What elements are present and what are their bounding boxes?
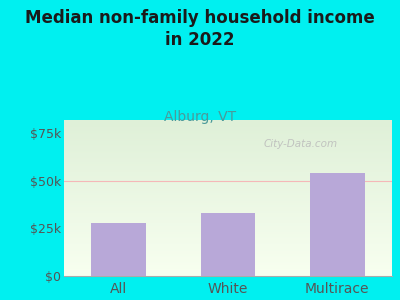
Text: City-Data.com: City-Data.com [263, 139, 337, 149]
Bar [91, 223, 146, 276]
Bar [310, 173, 365, 276]
Bar [201, 213, 255, 276]
Text: Alburg, VT: Alburg, VT [164, 110, 236, 124]
Text: Median non-family household income
in 2022: Median non-family household income in 20… [25, 9, 375, 49]
